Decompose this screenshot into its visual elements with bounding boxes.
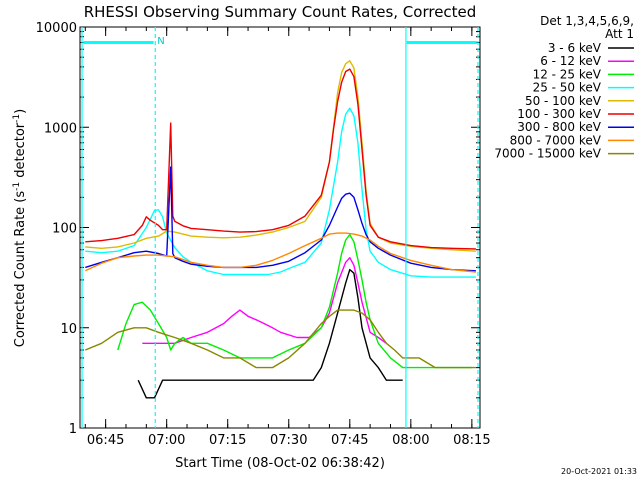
y-axis-label: Corrected Count Rate (s-1 detector-1): [12, 109, 28, 347]
x-tick-label: 08:00: [392, 433, 429, 448]
x-tick-label: 07:30: [270, 433, 307, 448]
legend-label-300-800-kev: 300 - 800 keV: [517, 120, 601, 134]
x-axis-label: Start Time (08-Oct-02 06:38:42): [175, 456, 385, 471]
series-line-50-100-kev: [85, 60, 476, 252]
y-label-main: Corrected Count Rate (s: [13, 191, 28, 348]
x-tick-label: 08:15: [453, 433, 490, 448]
y-label-end: ): [13, 109, 28, 114]
series-line-7000-15000-kev: [85, 309, 476, 369]
legend-label-6-12-kev: 6 - 12 keV: [540, 54, 602, 68]
time-markers: [81, 27, 479, 428]
y-tick-label: 10000: [36, 21, 77, 36]
x-axis-ticks: 06:45 07:00 07:15 07:30 07:45 08:00 08:15: [84, 27, 491, 448]
legend-header-2: Att 1: [605, 27, 634, 41]
series-line-3-6-kev: [137, 268, 403, 399]
legend-label-50-100-kev: 50 - 100 keV: [525, 94, 602, 108]
x-tick-label: 07:45: [331, 433, 368, 448]
series-line-800-7000-kev: [85, 232, 476, 273]
y-tick-label: 100: [52, 222, 77, 237]
chart-title: RHESSI Observing Summary Count Rates, Co…: [84, 3, 477, 21]
legend-label-25-50-kev: 25 - 50 keV: [533, 81, 602, 95]
legend-label-800-7000-kev: 800 - 7000 keV: [510, 133, 602, 147]
y-tick-label: 1: [69, 422, 77, 437]
x-tick-label: 06:45: [87, 433, 124, 448]
legend-header-1: Det 1,3,4,5,6,9,: [540, 14, 634, 28]
series-line-12-25-kev: [117, 233, 472, 369]
legend-label-12-25-kev: 12 - 25 keV: [533, 67, 602, 81]
legend-label-100-300-kev: 100 - 300 keV: [517, 107, 601, 121]
series-line-25-50-kev: [85, 107, 476, 278]
y-tick-label: 10: [60, 322, 77, 337]
timestamp: 20-Oct-2021 01:33: [561, 467, 637, 476]
y-axis-ticks: 1 10 100 1000 10000: [36, 21, 480, 437]
y-label-mid: detector: [13, 122, 28, 182]
legend-label-7000-15000-kev: 7000 - 15000 keV: [494, 147, 601, 161]
series-line-100-300-kev: [85, 68, 476, 250]
y-label-sup2: -1: [12, 114, 22, 123]
y-tick-label: 1000: [44, 121, 77, 136]
y-label-sup1: -1: [12, 182, 22, 191]
x-tick-label: 07:00: [148, 433, 185, 448]
series-line-6-12-kev: [142, 257, 387, 344]
legend-label-3-6-kev: 3 - 6 keV: [548, 41, 602, 55]
x-tick-label: 07:15: [209, 433, 246, 448]
series-lines: [85, 60, 476, 399]
flag-label: N: [157, 36, 164, 47]
